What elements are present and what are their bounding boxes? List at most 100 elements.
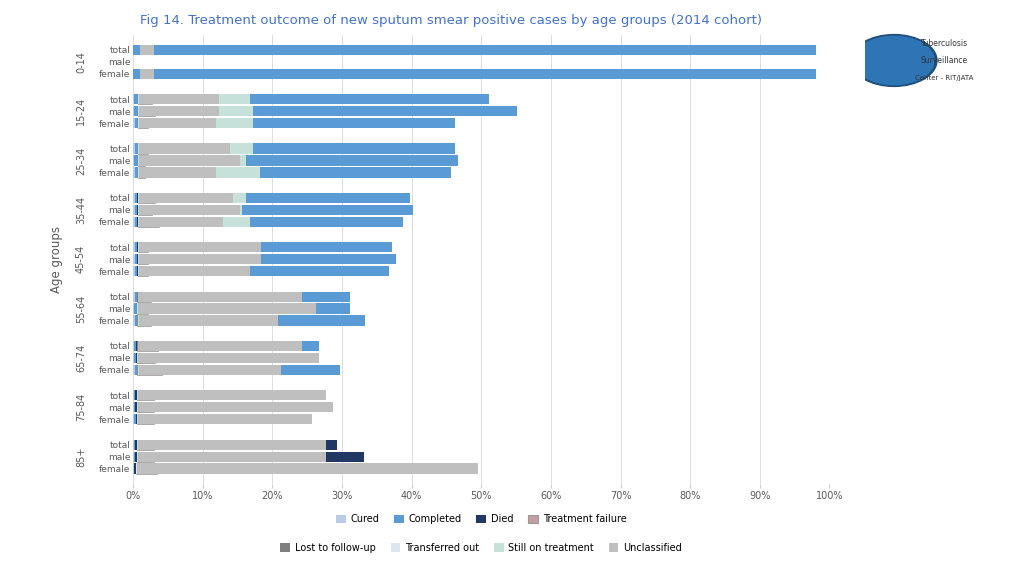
Bar xyxy=(137,315,179,325)
Bar xyxy=(138,353,319,363)
Bar xyxy=(138,156,144,166)
Bar xyxy=(138,315,231,325)
Text: 35-44: 35-44 xyxy=(76,196,86,224)
Bar xyxy=(138,156,144,166)
Bar xyxy=(138,242,144,252)
Bar xyxy=(137,439,151,450)
Bar xyxy=(137,315,144,325)
Bar xyxy=(137,341,158,351)
Bar xyxy=(134,452,365,462)
Bar xyxy=(134,94,489,104)
Bar xyxy=(138,143,148,154)
Bar xyxy=(138,204,152,215)
Bar xyxy=(133,315,297,325)
Bar xyxy=(133,69,815,79)
Bar xyxy=(139,167,216,177)
Bar xyxy=(137,391,221,400)
Bar xyxy=(138,254,144,264)
Bar xyxy=(137,402,221,412)
Bar xyxy=(134,439,249,450)
Bar xyxy=(138,266,144,276)
Bar xyxy=(138,167,260,177)
Bar xyxy=(137,439,155,450)
Legend: Cured, Completed, Died, Treatment failure: Cured, Completed, Died, Treatment failur… xyxy=(332,510,631,528)
Bar xyxy=(139,193,233,203)
Bar xyxy=(134,167,452,177)
Bar xyxy=(137,254,148,264)
Bar xyxy=(138,266,144,276)
Bar xyxy=(134,304,350,314)
Bar xyxy=(139,118,216,128)
Bar xyxy=(138,439,327,450)
Bar xyxy=(133,118,287,128)
Bar xyxy=(139,217,223,227)
Circle shape xyxy=(851,35,937,86)
Bar xyxy=(133,353,241,363)
Bar xyxy=(135,439,337,450)
Bar xyxy=(138,193,145,203)
Bar xyxy=(134,118,455,128)
Bar xyxy=(138,167,145,177)
Bar xyxy=(137,414,224,425)
Text: 85+: 85+ xyxy=(76,446,86,467)
Bar xyxy=(137,254,179,264)
Bar xyxy=(134,464,326,473)
Bar xyxy=(139,143,229,154)
Text: 75-84: 75-84 xyxy=(76,393,86,422)
Bar xyxy=(138,204,145,215)
Text: 55-64: 55-64 xyxy=(76,294,86,323)
Text: Center - RIT/JATA: Center - RIT/JATA xyxy=(914,75,974,81)
Bar xyxy=(137,402,151,412)
Bar xyxy=(138,94,145,104)
Bar xyxy=(134,452,224,462)
Bar xyxy=(137,291,152,302)
Bar xyxy=(133,439,196,450)
Circle shape xyxy=(854,36,934,85)
Bar xyxy=(138,143,253,154)
Bar xyxy=(137,391,152,400)
Bar xyxy=(134,353,311,363)
Bar xyxy=(134,414,284,425)
Text: Fig 14. Treatment outcome of new sputum smear positive cases by age groups (2014: Fig 14. Treatment outcome of new sputum … xyxy=(139,14,762,28)
Bar xyxy=(139,204,240,215)
Bar xyxy=(138,254,231,264)
Text: 45-54: 45-54 xyxy=(76,245,86,274)
Bar xyxy=(137,242,175,252)
Bar xyxy=(137,439,227,450)
Bar xyxy=(138,193,246,203)
Bar xyxy=(137,452,144,462)
Bar xyxy=(133,291,272,302)
Bar xyxy=(138,365,282,375)
Bar xyxy=(137,402,144,412)
Bar xyxy=(138,365,144,375)
Bar xyxy=(133,402,203,412)
Bar xyxy=(137,304,147,314)
Bar xyxy=(138,143,145,154)
Bar xyxy=(137,341,147,351)
Bar xyxy=(135,315,365,325)
Bar xyxy=(138,242,144,252)
Bar xyxy=(136,291,196,302)
Bar xyxy=(137,452,155,462)
Legend: Lost to follow-up, Transferred out, Still on treatment, Unclassified: Lost to follow-up, Transferred out, Stil… xyxy=(276,539,686,557)
Bar xyxy=(136,464,151,473)
Bar xyxy=(134,204,413,215)
Bar xyxy=(133,464,206,473)
Bar xyxy=(133,254,287,264)
Bar xyxy=(137,106,148,116)
Bar xyxy=(137,242,148,252)
Bar xyxy=(135,193,410,203)
Bar xyxy=(138,118,145,128)
Bar xyxy=(138,118,145,128)
Bar xyxy=(133,193,290,203)
Text: Age groups: Age groups xyxy=(50,226,63,293)
Bar xyxy=(137,402,155,412)
Bar xyxy=(136,464,478,473)
Bar xyxy=(138,94,148,104)
Bar xyxy=(137,353,147,363)
Bar xyxy=(140,45,154,55)
Bar xyxy=(135,391,292,400)
Bar xyxy=(134,254,395,264)
Text: Surveillance: Surveillance xyxy=(921,56,968,65)
Bar xyxy=(138,118,253,128)
